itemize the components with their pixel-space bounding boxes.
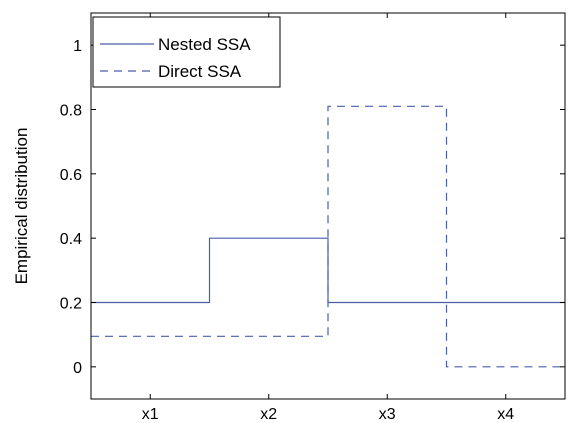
- axes-box: [90, 12, 566, 400]
- y-tick-label: 0.8: [60, 103, 82, 120]
- y-tick-label: 0.6: [60, 167, 82, 184]
- legend-label-nested-ssa: Nested SSA: [158, 35, 251, 54]
- y-tick-label: 0.2: [60, 296, 82, 313]
- legend-label-direct-ssa: Direct SSA: [158, 62, 242, 81]
- x-tick-label-x4: x4: [497, 406, 514, 423]
- y-tick-label: 0.4: [60, 231, 82, 248]
- x-tick-label-x2: x2: [260, 406, 277, 423]
- series-layer: [91, 105, 565, 368]
- x-tick-label-x1: x1: [142, 406, 159, 423]
- series-line-nested-ssa: [91, 237, 565, 304]
- y-axis: 0 0.2 0.4 0.6 0.8 1: [60, 38, 565, 377]
- y-axis-title: Empirical distribution: [12, 128, 31, 285]
- x-axis: x1 x2 x3 x4: [142, 13, 514, 423]
- y-tick-label: 1: [73, 38, 82, 55]
- y-tick-label: 0: [73, 360, 82, 377]
- series-line-direct-ssa: [91, 105, 565, 368]
- x-tick-label-x3: x3: [379, 406, 396, 423]
- legend: Nested SSA Direct SSA: [92, 16, 281, 88]
- legend-box: [92, 16, 281, 88]
